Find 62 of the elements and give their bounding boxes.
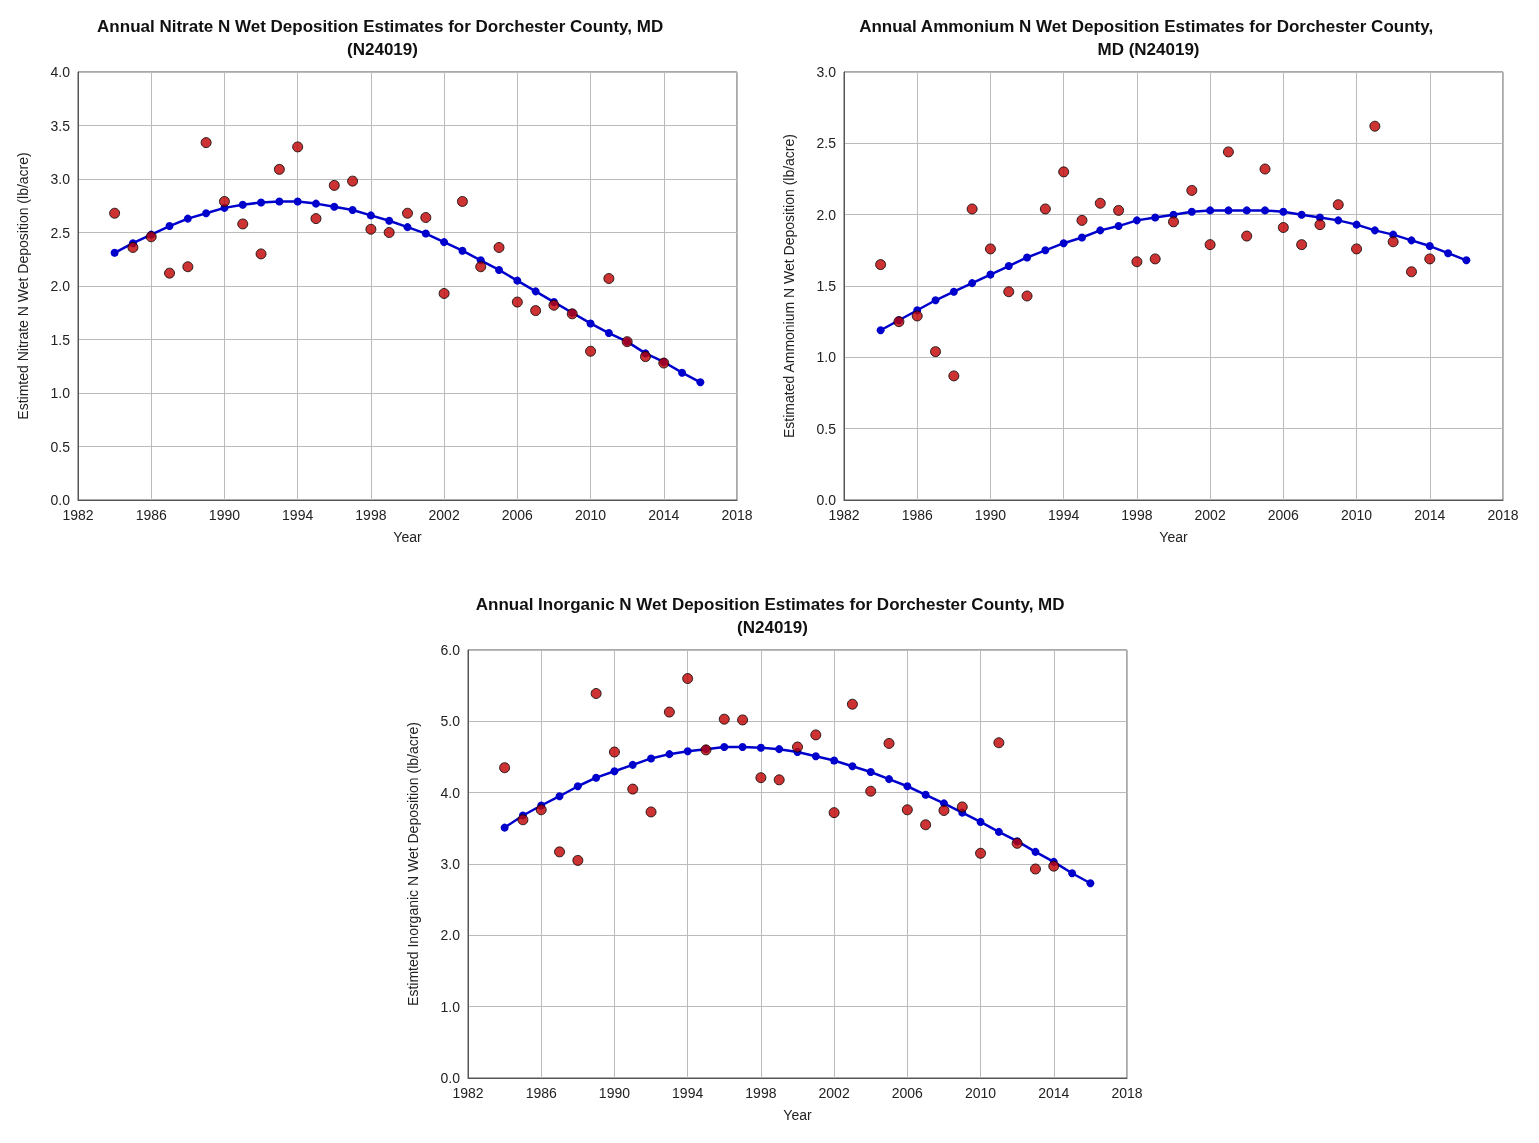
y-tick-label: 1.0 <box>50 385 71 401</box>
x-tick-label: 1998 <box>745 1085 777 1101</box>
x-tick-label: 1990 <box>974 507 1007 523</box>
y-tick-label: 2.0 <box>50 278 71 294</box>
x-tick-label: 2002 <box>428 507 460 523</box>
y-axis-title: Estimted Inorganic N Wet Deposition (lb/acre) <box>405 722 421 1006</box>
y-tick-label: 1.5 <box>816 278 837 294</box>
x-tick-label: 1990 <box>598 1085 631 1101</box>
y-tick-label: 0.0 <box>816 492 837 508</box>
x-tick-label: 1986 <box>901 507 933 523</box>
x-axis-title: Year <box>783 1107 812 1123</box>
x-tick-label: 1982 <box>828 507 860 523</box>
y-tick-label: 5.0 <box>440 713 461 730</box>
x-tick-label: 1986 <box>525 1085 557 1101</box>
y-tick-label: 4.0 <box>440 784 461 801</box>
y-tick-label: 2.5 <box>816 135 837 152</box>
x-tick-label: 1990 <box>208 507 241 523</box>
x-tick-label: 2018 <box>721 507 753 523</box>
x-tick-label: 2018 <box>1111 1085 1143 1101</box>
x-tick-label: 1982 <box>62 507 94 523</box>
y-tick-label: 3.5 <box>50 117 71 134</box>
y-tick-label: 3.0 <box>440 856 461 872</box>
y-tick-label: 0.0 <box>50 492 71 508</box>
x-tick-label: 2002 <box>1194 507 1226 523</box>
x-axis-title: Year <box>393 529 422 545</box>
x-tick-label: 2014 <box>648 507 680 523</box>
y-tick-label: 3.0 <box>816 64 837 80</box>
chart-title: Annual Inorganic N Wet Deposition Estimates for Dorchester County, MD (N24019) <box>475 595 1070 637</box>
y-tick-label: 3.0 <box>50 171 71 187</box>
y-tick-label: 2.0 <box>816 206 837 223</box>
x-tick-label: 2018 <box>1487 507 1519 523</box>
x-tick-label: 2002 <box>818 1085 850 1101</box>
x-tick-label: 1986 <box>135 507 167 523</box>
y-axis-title: Estimted Nitrate N Wet Deposition (lb/acre) <box>15 152 31 420</box>
chart-title: Annual Nitrate N Wet Deposition Estimates for Dorchester County, MD (N24019) <box>97 17 668 59</box>
y-tick-label: 4.0 <box>50 64 71 80</box>
x-tick-label: 2010 <box>964 1085 997 1101</box>
x-tick-label: 2006 <box>1267 507 1300 523</box>
y-tick-label: 0.0 <box>440 1070 461 1086</box>
y-axis-title: Estimated Ammonium N Wet Deposition (lb/acre) <box>781 134 797 438</box>
chart-title: Annual Ammonium N Wet Deposition Estimates for Dorchester County, MD (N24019) <box>859 17 1438 59</box>
x-tick-label: 2010 <box>574 507 607 523</box>
x-tick-label: 2014 <box>1414 507 1446 523</box>
y-tick-label: 0.5 <box>816 420 837 437</box>
y-tick-label: 2.0 <box>440 927 461 944</box>
y-tick-label: 1.0 <box>440 998 461 1015</box>
x-tick-label: 2010 <box>1340 507 1373 523</box>
y-tick-label: 6.0 <box>440 642 461 658</box>
x-axis-title: Year <box>1159 529 1188 545</box>
y-tick-label: 0.5 <box>50 438 71 455</box>
y-tick-label: 1.0 <box>816 349 837 366</box>
x-tick-label: 2006 <box>891 1085 924 1101</box>
x-tick-label: 1998 <box>1121 507 1153 523</box>
y-tick-label: 2.5 <box>50 224 71 241</box>
x-tick-label: 2006 <box>501 507 534 523</box>
y-tick-label: 1.5 <box>50 331 71 348</box>
x-tick-label: 2014 <box>1038 1085 1070 1101</box>
x-tick-label: 1994 <box>282 507 314 523</box>
x-tick-label: 1982 <box>452 1085 484 1101</box>
x-tick-label: 1994 <box>672 1085 704 1101</box>
x-tick-label: 1998 <box>355 507 387 523</box>
x-tick-label: 1994 <box>1048 507 1080 523</box>
